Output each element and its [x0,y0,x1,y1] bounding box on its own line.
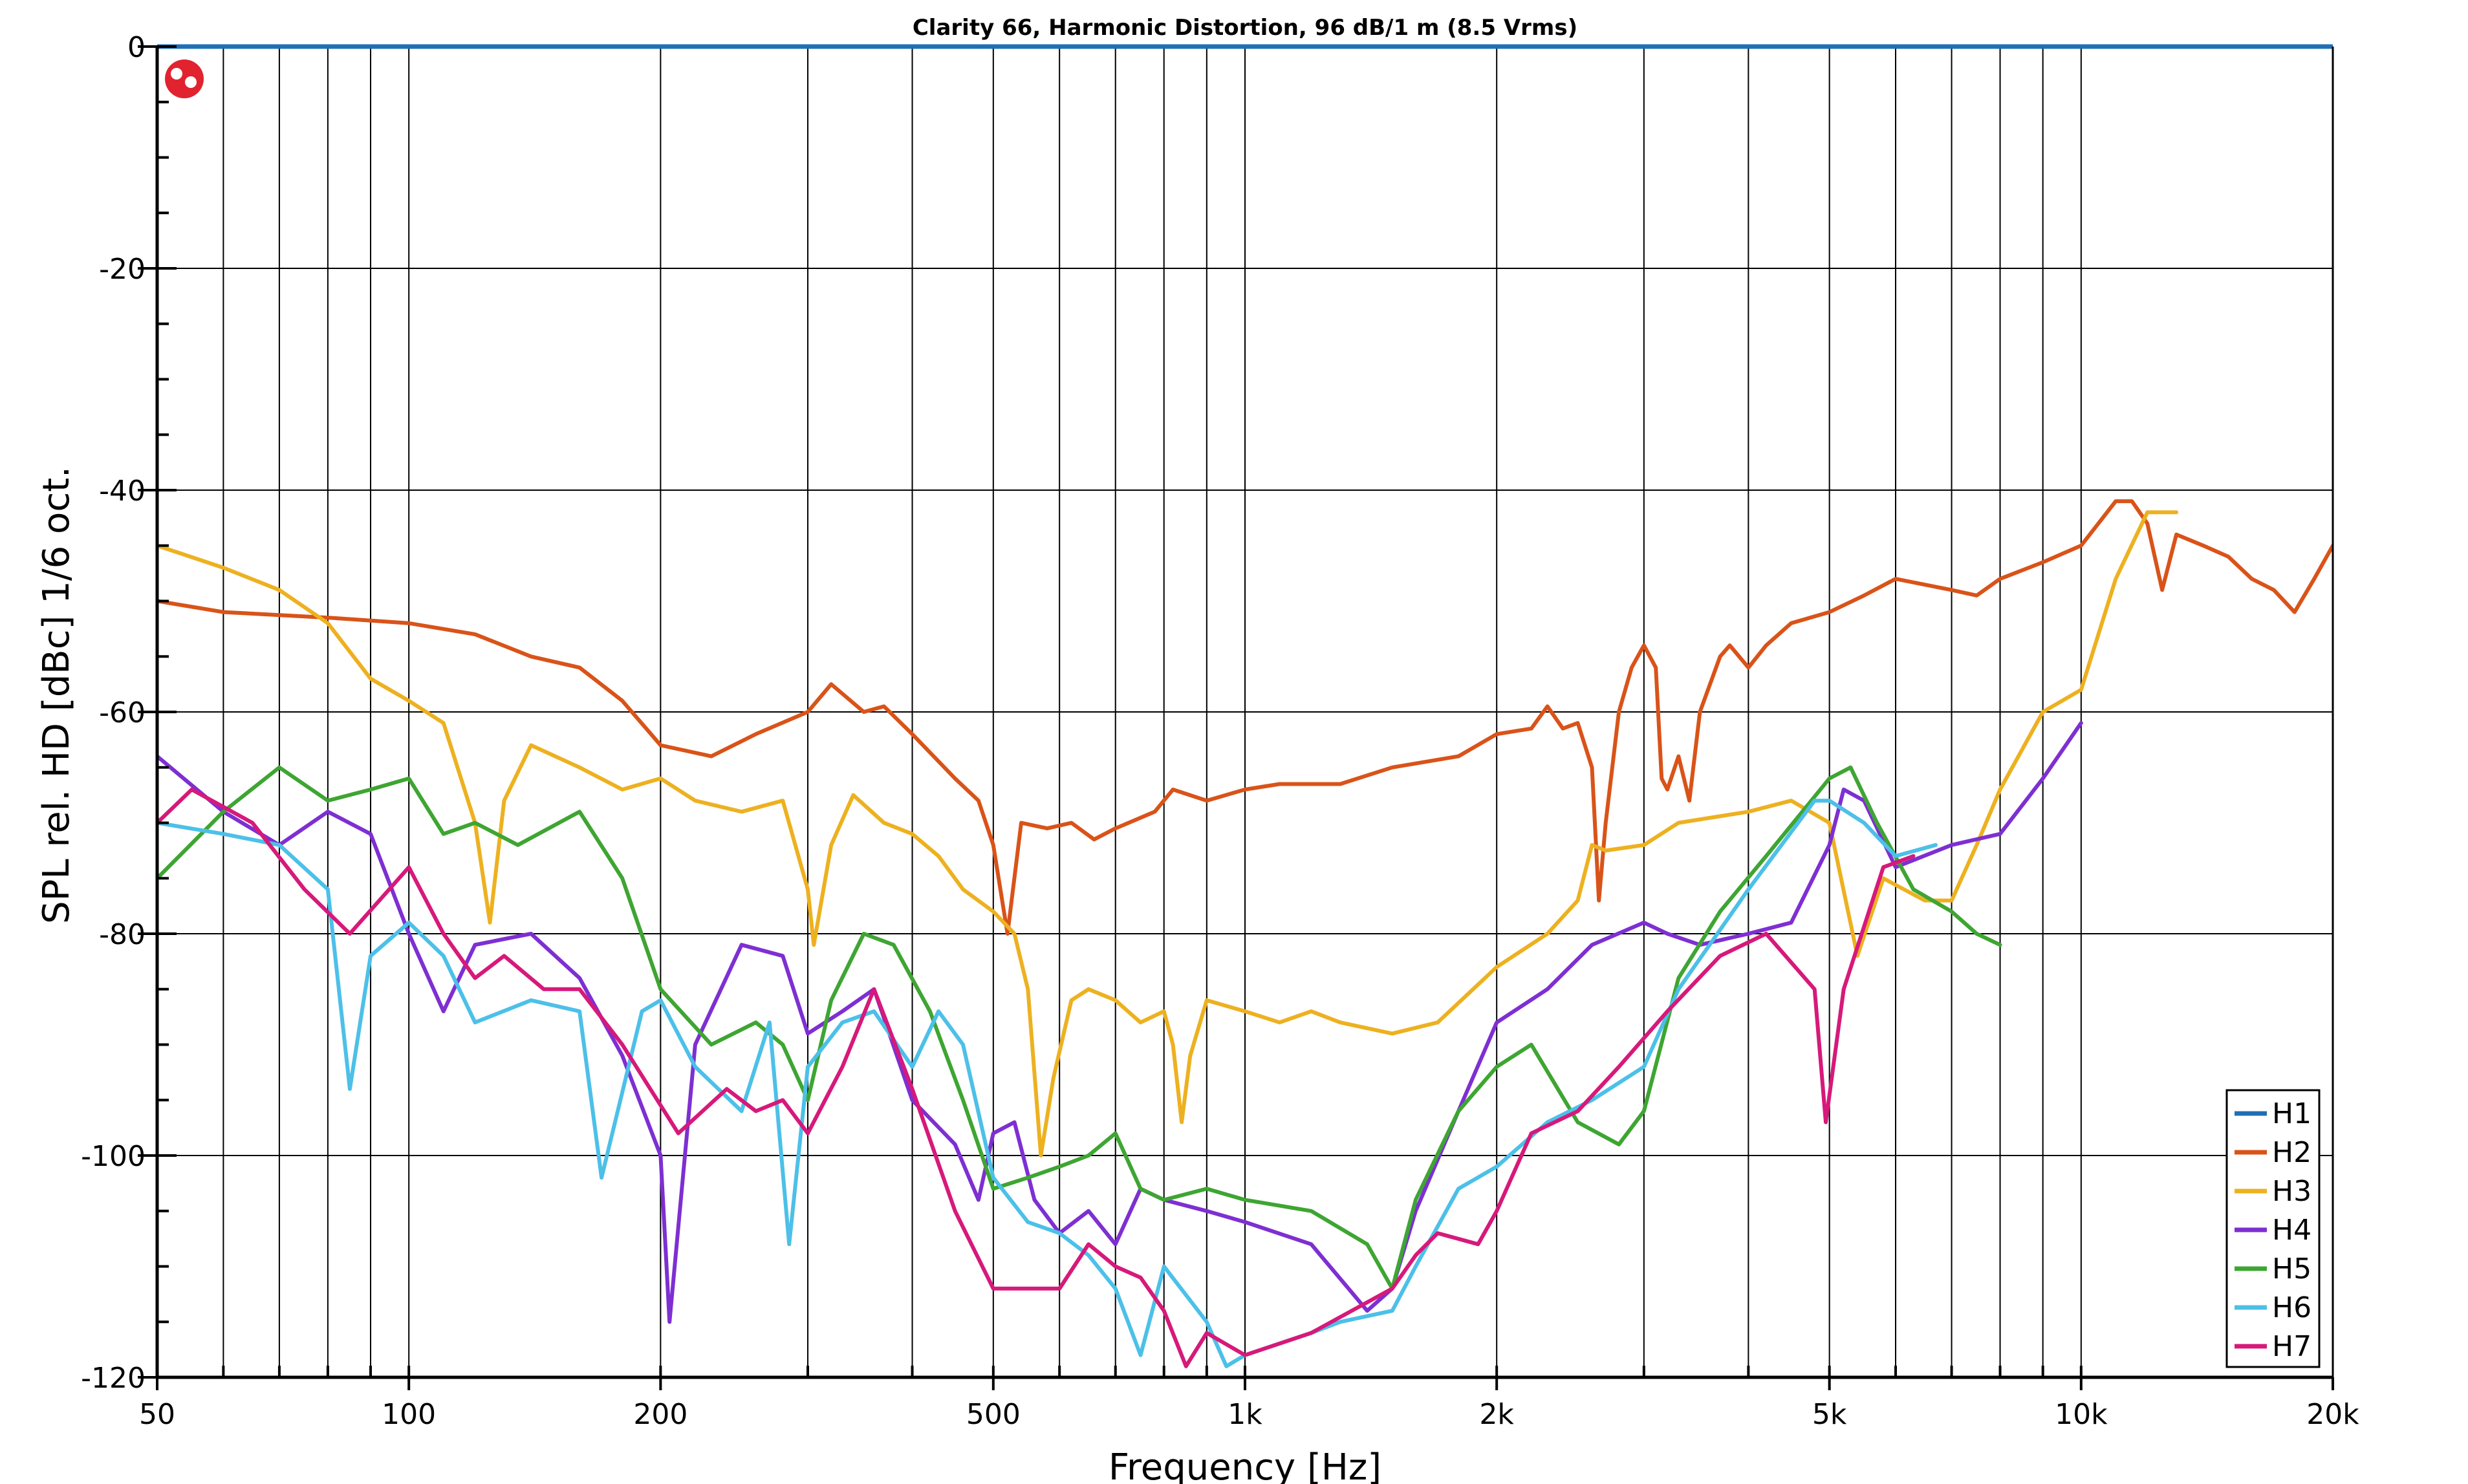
legend-label-h4: H4 [2272,1214,2311,1247]
series-line-h7 [157,788,1916,1368]
legend-label-h7: H7 [2272,1330,2311,1363]
y-tick-label: -120 [81,1362,146,1395]
legend-label-h5: H5 [2272,1253,2311,1285]
chart-title: Clarity 66, Harmonic Distortion, 96 dB/1… [913,15,1577,41]
x-tick-label: 500 [966,1398,1021,1431]
legend-label-h3: H3 [2272,1175,2311,1208]
series-line-h4 [157,721,2083,1324]
axes [138,45,2334,1390]
x-tick-label: 100 [382,1398,436,1431]
y-axis-label: SPL rel. HD [dBc] 1/6 oct. [36,466,78,924]
x-tick-label: 10k [2055,1398,2108,1431]
x-tick-label: 5k [1812,1398,1847,1431]
series-line-h2 [157,499,2333,936]
x-tick-label: 2k [1479,1398,1514,1431]
x-tick-label: 20k [2306,1398,2359,1431]
legend: H1 H2 H3 H4 H5 H6 H7 [2225,1089,2321,1368]
x-tick-label: 1k [1228,1398,1262,1431]
legend-label-h1: H1 [2272,1097,2311,1130]
y-tick-label: -80 [99,918,146,951]
series-lines [157,44,2333,1368]
y-tick-label: -100 [81,1140,146,1173]
x-axis-label: Frequency [Hz] [1109,1446,1381,1484]
legend-label-h2: H2 [2272,1136,2311,1169]
legend-label-h6: H6 [2272,1291,2311,1324]
y-tick-label: -60 [99,696,146,729]
x-tick-label: 50 [139,1398,175,1431]
y-tick-label: -40 [99,475,146,508]
y-tick-label: 0 [127,31,146,64]
y-tick-label: -20 [99,253,146,286]
x-tick-label: 200 [633,1398,687,1431]
tick-labels: 50 100 200 500 1k 2k 5k 10k 20k 0 -20 -40 -60 -80 -100… [81,31,2359,1431]
series-line-h3 [157,510,2179,1157]
klippel-logo [165,59,204,98]
series-line-h5 [157,765,2002,1291]
